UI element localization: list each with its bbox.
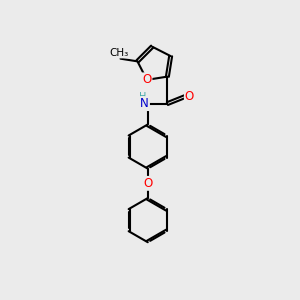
Text: N: N xyxy=(140,97,149,110)
Text: O: O xyxy=(143,177,152,190)
Text: O: O xyxy=(142,74,152,86)
Text: O: O xyxy=(185,90,194,103)
Text: CH₃: CH₃ xyxy=(110,47,129,58)
Text: H: H xyxy=(139,92,146,102)
